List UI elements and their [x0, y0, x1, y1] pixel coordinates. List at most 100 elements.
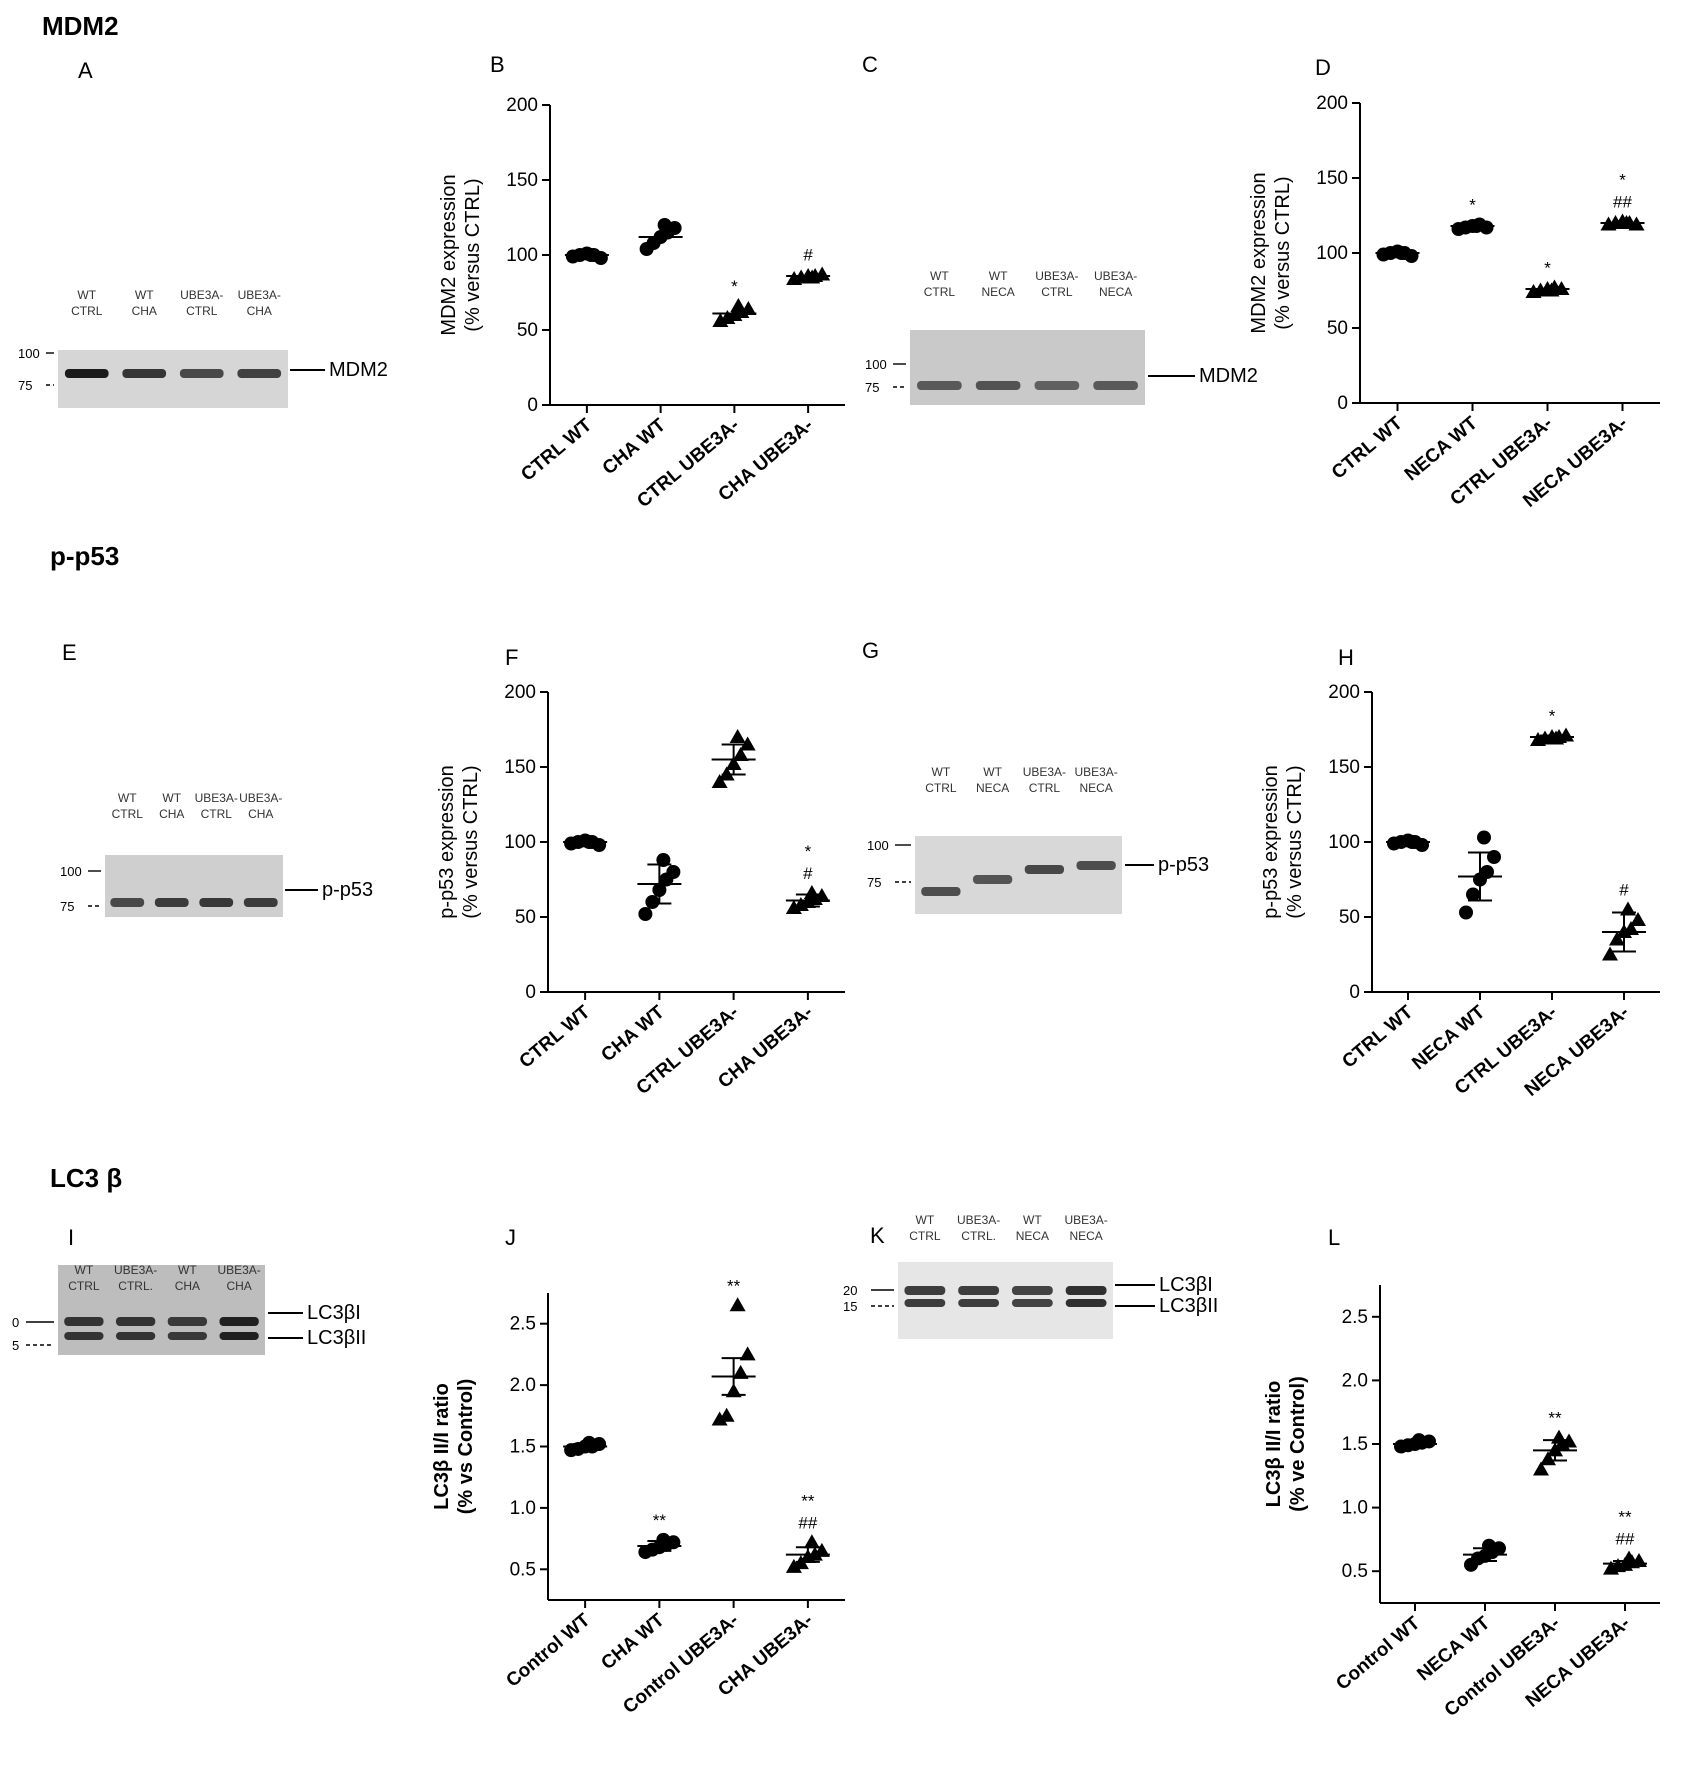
- blot-band: [921, 887, 961, 896]
- y-axis-label-line2: (% versus CTRL): [1284, 765, 1306, 918]
- blot-membrane: [915, 836, 1122, 914]
- mw-marker-label: 0: [12, 1315, 19, 1330]
- blot-band: [917, 381, 962, 390]
- x-tick-label: Control WT: [1332, 1612, 1424, 1694]
- lane-label-line1: WT: [930, 269, 949, 283]
- y-tick-label: 0: [1337, 393, 1348, 414]
- data-point: [1477, 830, 1491, 845]
- protein-label: p-p53: [1158, 854, 1209, 876]
- significance-mark: *: [1469, 196, 1476, 215]
- significance-mark: *: [805, 842, 812, 861]
- blot-band: [1011, 1286, 1053, 1295]
- data-point: [1466, 887, 1480, 902]
- blot-band: [1034, 381, 1080, 390]
- lane-label-line2: CTRL.: [961, 1229, 996, 1243]
- x-tick-label: Control UBE3A-: [1441, 1613, 1564, 1721]
- panel-letter-h: H: [1338, 645, 1354, 670]
- blot-band: [972, 875, 1013, 884]
- data-point: [1533, 1461, 1549, 1476]
- y-axis-label-line1: MDM2 expression: [438, 174, 460, 335]
- lane-label-line2: CHA: [226, 1279, 251, 1293]
- blot-band: [122, 369, 167, 378]
- lane-label-line1: WT: [916, 1213, 935, 1227]
- lane-label-line1: WT: [162, 791, 181, 805]
- x-tick-label: CTRL WT: [1328, 412, 1407, 483]
- y-tick-label: 1.0: [1342, 1498, 1368, 1519]
- data-point: [732, 747, 749, 761]
- mw-marker-label: 75: [867, 875, 881, 890]
- x-tick-label: CTRL WT: [1338, 1001, 1417, 1072]
- y-tick-label: 150: [506, 170, 538, 191]
- panel-letter-j: J: [505, 1225, 516, 1250]
- panel-letter-f: F: [505, 645, 518, 670]
- blots-layer: WTCTRLWTCHAUBE3A-CTRLUBE3A-CHA10075MDM2W…: [12, 269, 1258, 1355]
- lane-label-line2: CHA: [247, 304, 272, 318]
- y-tick-label: 1.5: [1342, 1434, 1368, 1455]
- lane-label-line2: CTRL: [201, 807, 233, 821]
- blot-band: [243, 898, 278, 907]
- panel-letter-d: D: [1315, 55, 1331, 80]
- blot-band: [64, 369, 109, 378]
- y-tick-label: 0.5: [510, 1559, 536, 1580]
- chart-j: 0.5 1.0 1.5 2.0 2.5 LC3β II/I ratio (% vs Cont…: [431, 1276, 845, 1718]
- lane-label-line2: NECA: [976, 781, 1009, 795]
- data-point: [803, 1534, 820, 1549]
- panel-letter-b: B: [490, 52, 505, 77]
- lane-label-line2: NECA: [1016, 1229, 1049, 1243]
- y-axis-label-line2: (% versus CTRL): [1272, 176, 1294, 329]
- lane-label-line2: NECA: [1099, 285, 1132, 299]
- y-tick-label: 100: [1316, 243, 1348, 264]
- x-tick-label: Control WT: [502, 1609, 594, 1691]
- significance-mark: #: [1619, 881, 1629, 900]
- blot-band: [904, 1299, 946, 1307]
- data-point: [803, 885, 820, 899]
- lane-label-line1: UBE3A-: [1035, 269, 1078, 283]
- y-axis-label-line2: (% versus CTRL): [462, 178, 484, 331]
- lane-label-line1: UBE3A-: [1074, 765, 1117, 779]
- data-point: [732, 1364, 749, 1379]
- y-tick-label: 2.5: [1342, 1307, 1368, 1328]
- y-tick-label: 1.5: [510, 1437, 536, 1458]
- y-axis-label-line2: (% vs Control): [455, 1379, 477, 1515]
- x-tick-label: CHA WT: [597, 1609, 668, 1674]
- protein-label: LC3βI: [307, 1302, 361, 1324]
- y-axis-label-line1: p-p53 expression: [1260, 765, 1282, 918]
- protein-label: LC3βII: [307, 1327, 366, 1349]
- y-axis-label: p-p53 expression (% versus CTRL): [1260, 765, 1306, 918]
- data-point: [739, 736, 756, 751]
- significance-mark: #: [803, 246, 813, 265]
- lane-label-line2: NECA: [1079, 781, 1112, 795]
- data-point: [1459, 905, 1473, 920]
- significance-mark: **: [801, 1491, 815, 1510]
- y-axis-label-line1: p-p53 expression: [436, 765, 458, 918]
- lane-label-line2: CTRL: [925, 781, 957, 795]
- blot-membrane: [105, 855, 283, 917]
- significance-mark: ##: [1616, 1529, 1635, 1548]
- significance-mark: #: [803, 864, 813, 883]
- data-point: [1621, 1550, 1637, 1565]
- western-blot-i: WT CTRL UBE3A- CTRL. WT CHA UBE3A- CHA 0 5 LC3βI LC…: [12, 1263, 366, 1355]
- y-axis-label: LC3β II/I ratio (% vs Control): [431, 1379, 477, 1515]
- y-axis-label: MDM2 expression (% versus CTRL): [1248, 172, 1294, 333]
- blot-band: [154, 898, 189, 907]
- data-point: [729, 729, 746, 743]
- data-point: [1551, 1429, 1567, 1444]
- chart-l: 0.5 1.0 1.5 2.0 2.5 LC3β II/I ratio (% ve Cont…: [1263, 1285, 1660, 1721]
- y-tick-label: 150: [1316, 168, 1348, 189]
- y-tick-label: 0: [525, 982, 536, 1003]
- lane-label-line1: UBE3A-: [957, 1213, 1000, 1227]
- blot-band: [958, 1286, 1000, 1295]
- lane-label-line1: WT: [75, 1263, 94, 1277]
- data-point: [645, 895, 660, 909]
- y-axis-label-line1: MDM2 expression: [1248, 172, 1270, 333]
- significance-mark: *: [1544, 259, 1551, 278]
- lane-label-line2: CTRL: [186, 304, 218, 318]
- lane-label-line1: WT: [989, 269, 1008, 283]
- panel-letter-i: I: [68, 1225, 74, 1250]
- data-point: [718, 1407, 735, 1422]
- blot-band: [115, 1332, 156, 1340]
- lane-label-line1: WT: [135, 288, 154, 302]
- significance-mark: **: [727, 1276, 741, 1295]
- data-point: [666, 865, 681, 879]
